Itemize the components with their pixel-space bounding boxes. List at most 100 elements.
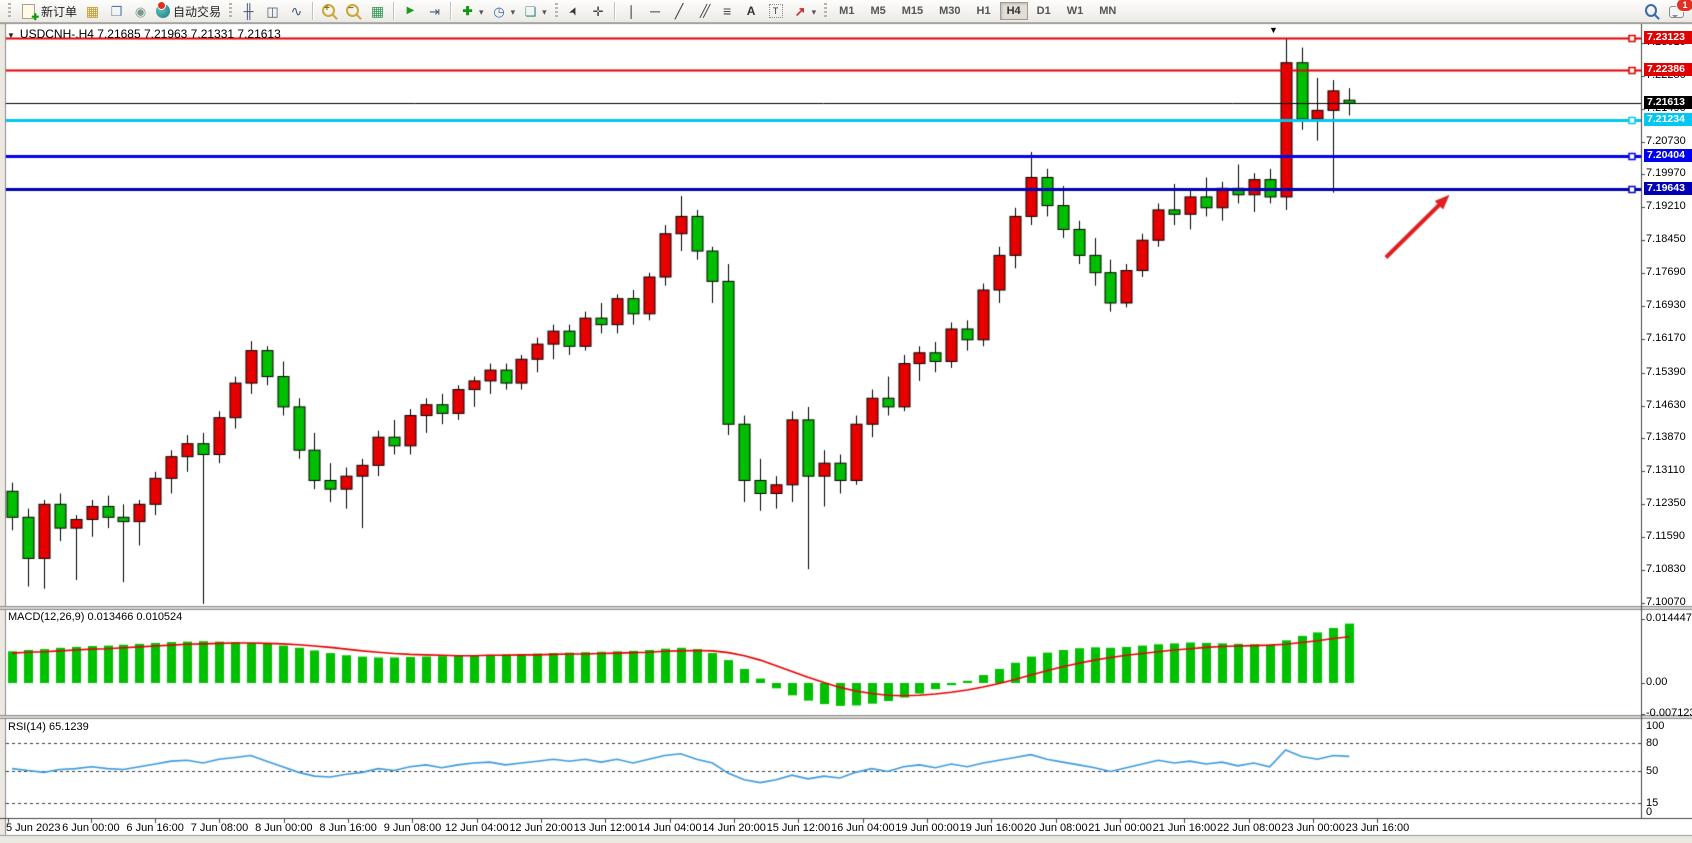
rsi-scale-label: 50 bbox=[1646, 764, 1659, 777]
vertical-line-button[interactable] bbox=[620, 1, 643, 21]
notification-badge: 1 bbox=[1676, 0, 1692, 12]
text-icon bbox=[743, 3, 760, 20]
zoom-in-button[interactable] bbox=[318, 1, 341, 21]
time-axis-label: 19 Jun 00:00 bbox=[895, 822, 959, 834]
trendline-icon bbox=[671, 3, 688, 20]
auto-trading-label: 自动交易 bbox=[173, 4, 222, 19]
price-tick-label: 7.17690 bbox=[1646, 266, 1686, 279]
toolbar-grip bbox=[229, 3, 233, 19]
text-button[interactable] bbox=[740, 1, 763, 21]
symbol-dropdown-icon[interactable] bbox=[7, 27, 15, 41]
indicators-button[interactable] bbox=[456, 1, 487, 21]
auto-scroll-button[interactable] bbox=[399, 1, 422, 21]
time-axis-label: 23 Jun 00:00 bbox=[1281, 822, 1345, 834]
time-axis-label: 14 Jun 20:00 bbox=[702, 822, 766, 834]
toolbar-grip bbox=[824, 3, 828, 19]
chevron-down-icon bbox=[542, 4, 547, 18]
text-label-button[interactable] bbox=[764, 1, 788, 21]
price-tick-label: 7.19210 bbox=[1646, 200, 1686, 213]
equidistant-channel-button[interactable] bbox=[692, 1, 715, 21]
price-tick-label: 7.14630 bbox=[1646, 398, 1686, 411]
chart-title-text: USDCNH-.H4 7.21685 7.21963 7.21331 7.216… bbox=[19, 27, 281, 41]
timeframe-button-H4[interactable]: H4 bbox=[999, 2, 1028, 20]
time-axis-label: 6 Jun 16:00 bbox=[126, 822, 184, 834]
chart-title: USDCNH-.H4 7.21685 7.21963 7.21331 7.216… bbox=[7, 27, 281, 41]
chevron-down-icon bbox=[812, 4, 817, 18]
macd-scale-label: 0.00 bbox=[1646, 676, 1668, 688]
price-line-label: 7.22386 bbox=[1644, 62, 1692, 76]
signals-button[interactable] bbox=[129, 1, 152, 21]
scroll-marker-icon[interactable] bbox=[1269, 25, 1278, 35]
time-axis-label: 16 Jun 04:00 bbox=[830, 822, 895, 834]
new-order-button[interactable]: 新订单 bbox=[16, 1, 80, 22]
macd-scale-label: -0.007123 bbox=[1646, 707, 1692, 720]
indicators-icon bbox=[459, 3, 476, 20]
tile-windows-button[interactable] bbox=[366, 1, 389, 21]
time-axis-label: 8 Jun 16:00 bbox=[319, 822, 377, 834]
auto-scroll-icon bbox=[402, 3, 419, 20]
templates-button[interactable] bbox=[519, 1, 550, 21]
search-button[interactable] bbox=[1641, 1, 1664, 21]
fibonacci-icon bbox=[719, 3, 736, 20]
price-tick-label: 7.15390 bbox=[1646, 365, 1686, 378]
bar-chart-icon bbox=[240, 3, 257, 20]
timeframe-button-MN[interactable]: MN bbox=[1092, 2, 1123, 20]
timeframe-button-D1[interactable]: D1 bbox=[1030, 2, 1058, 20]
arrows-button[interactable] bbox=[789, 1, 820, 21]
timeframe-button-M5[interactable]: M5 bbox=[863, 2, 892, 20]
horizontal-line-icon bbox=[647, 3, 664, 20]
chart-shift-icon bbox=[426, 3, 443, 20]
profiles-icon bbox=[84, 3, 101, 20]
horizontal-line-button[interactable] bbox=[644, 1, 667, 21]
timeframe-button-M1[interactable]: M1 bbox=[832, 2, 861, 20]
open-window-button[interactable] bbox=[105, 1, 128, 21]
timeframe-button-H1[interactable]: H1 bbox=[970, 2, 998, 20]
timeframe-button-M30[interactable]: M30 bbox=[932, 2, 967, 20]
candlestick-chart-icon bbox=[264, 3, 281, 20]
trendline-button[interactable] bbox=[668, 1, 691, 21]
fibonacci-button[interactable] bbox=[716, 1, 739, 21]
rsi-scale-label: 100 bbox=[1646, 720, 1665, 732]
price-tick-label: 7.12350 bbox=[1646, 497, 1686, 510]
toolbar-grip bbox=[554, 3, 558, 19]
price-tick-label: 7.13870 bbox=[1646, 431, 1686, 444]
price-line-label: 7.21234 bbox=[1644, 112, 1692, 126]
new-order-icon bbox=[22, 3, 39, 22]
price-tick-label: 7.16930 bbox=[1646, 299, 1686, 312]
timeframe-button-M15[interactable]: M15 bbox=[895, 2, 930, 20]
time-axis-label: 8 Jun 00:00 bbox=[255, 822, 313, 834]
channel-icon bbox=[695, 3, 712, 20]
price-line-label: 7.19643 bbox=[1644, 181, 1692, 195]
line-chart-button[interactable] bbox=[285, 1, 308, 21]
price-tick-label: 7.18450 bbox=[1646, 233, 1686, 246]
price-line-label: 7.20404 bbox=[1644, 148, 1692, 162]
price-tick-label: 7.19970 bbox=[1646, 167, 1686, 180]
zoom-out-button[interactable] bbox=[342, 1, 365, 21]
bar-chart-button[interactable] bbox=[237, 1, 260, 21]
zoom-out-icon bbox=[346, 3, 360, 17]
price-tick-label: 7.20730 bbox=[1646, 134, 1686, 147]
timeframe-button-W1[interactable]: W1 bbox=[1060, 2, 1091, 20]
periods-button[interactable] bbox=[488, 1, 519, 21]
clock-icon bbox=[491, 3, 508, 20]
new-order-label: 新订单 bbox=[41, 4, 78, 19]
price-tick-label: 7.10070 bbox=[1646, 596, 1686, 608]
auto-trading-button[interactable]: 自动交易 bbox=[153, 1, 224, 21]
candlestick-chart-button[interactable] bbox=[261, 1, 284, 21]
cursor-button[interactable] bbox=[563, 1, 586, 21]
toolbar-separator bbox=[393, 2, 396, 20]
toolbar-grip bbox=[8, 3, 11, 19]
comments-button[interactable]: 1 bbox=[1665, 0, 1692, 21]
time-axis-label: 14 Jun 04:00 bbox=[637, 822, 702, 834]
profiles-button[interactable] bbox=[81, 1, 104, 21]
search-icon bbox=[1645, 3, 1657, 17]
time-axis-label: 6 Jun 00:00 bbox=[62, 822, 120, 834]
crosshair-button[interactable] bbox=[587, 1, 610, 21]
chevron-down-icon bbox=[479, 4, 484, 18]
rsi-scale-label: 15 bbox=[1646, 797, 1659, 810]
chart-shift-button[interactable] bbox=[423, 1, 446, 21]
price-tick-label: 7.13110 bbox=[1646, 464, 1685, 477]
line-chart-icon bbox=[288, 3, 305, 20]
